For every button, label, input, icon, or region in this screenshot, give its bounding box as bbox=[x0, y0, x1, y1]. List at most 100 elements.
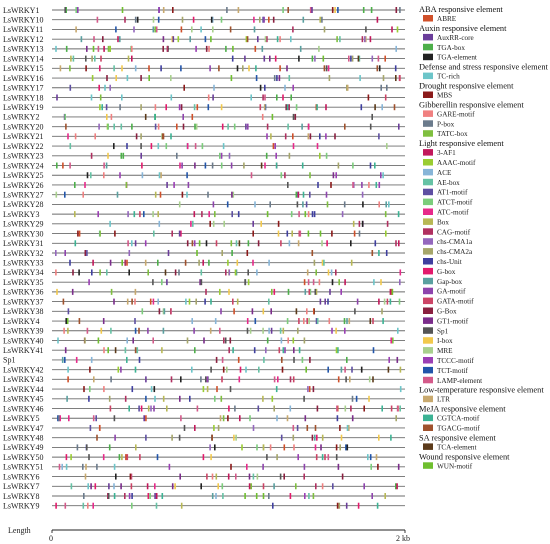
element-marker bbox=[304, 288, 307, 295]
element-marker bbox=[107, 347, 109, 354]
element-marker bbox=[165, 143, 168, 150]
element-marker bbox=[121, 94, 123, 101]
element-marker bbox=[161, 347, 163, 354]
legend-swatch bbox=[423, 267, 433, 275]
element-marker bbox=[382, 75, 385, 82]
element-marker bbox=[153, 230, 155, 237]
legend-category: Defense and stress responsive element bbox=[419, 63, 549, 72]
element-marker bbox=[134, 327, 137, 334]
element-marker bbox=[155, 26, 158, 33]
element-marker bbox=[157, 143, 160, 150]
element-marker bbox=[206, 376, 209, 383]
element-marker bbox=[86, 250, 88, 256]
element-marker bbox=[209, 327, 212, 334]
element-marker bbox=[139, 454, 141, 461]
element-marker bbox=[225, 45, 227, 52]
element-marker bbox=[303, 463, 306, 470]
element-marker bbox=[231, 191, 233, 198]
element-marker bbox=[255, 65, 257, 72]
element-marker bbox=[266, 211, 269, 218]
element-marker bbox=[74, 211, 76, 218]
element-marker bbox=[147, 327, 149, 334]
element-marker bbox=[301, 162, 304, 169]
element-marker bbox=[308, 386, 311, 393]
element-marker bbox=[100, 327, 103, 334]
element-marker bbox=[107, 123, 109, 130]
element-marker bbox=[179, 162, 181, 169]
element-marker bbox=[376, 502, 379, 509]
element-marker bbox=[276, 75, 278, 82]
element-marker bbox=[321, 483, 324, 490]
legend-item-label: G-Box bbox=[437, 308, 457, 316]
element-marker bbox=[176, 123, 178, 130]
element-marker bbox=[117, 36, 119, 43]
element-marker bbox=[345, 376, 347, 383]
element-marker bbox=[301, 123, 303, 130]
element-marker bbox=[247, 123, 249, 130]
element-marker bbox=[206, 386, 209, 393]
element-marker bbox=[249, 415, 251, 422]
element-marker bbox=[239, 415, 241, 422]
legend-swatch bbox=[423, 376, 433, 384]
element-marker bbox=[321, 434, 324, 441]
element-marker bbox=[186, 143, 189, 150]
element-marker bbox=[262, 463, 264, 470]
element-marker bbox=[289, 405, 292, 412]
element-marker bbox=[98, 424, 101, 431]
element-marker bbox=[378, 181, 381, 188]
element-marker bbox=[104, 84, 106, 91]
element-marker bbox=[346, 424, 349, 431]
element-marker bbox=[192, 16, 195, 23]
element-marker bbox=[180, 376, 182, 383]
element-marker bbox=[262, 327, 264, 334]
element-marker bbox=[134, 65, 137, 72]
element-marker bbox=[309, 356, 311, 363]
element-marker bbox=[121, 454, 123, 461]
gene-label: LsWRKY18 bbox=[3, 93, 43, 102]
element-marker bbox=[263, 16, 265, 23]
element-marker bbox=[346, 444, 349, 451]
element-marker bbox=[113, 65, 115, 72]
element-marker bbox=[262, 308, 265, 315]
element-marker bbox=[288, 104, 290, 111]
element-marker bbox=[380, 172, 382, 179]
element-marker bbox=[229, 26, 232, 33]
element-marker bbox=[230, 75, 233, 82]
element-marker bbox=[140, 75, 142, 82]
legend-item-label: LAMP-element bbox=[437, 377, 482, 385]
element-marker bbox=[161, 133, 164, 140]
element-marker bbox=[286, 318, 289, 325]
element-marker bbox=[320, 444, 322, 451]
legend-item-label: ATCT-motif bbox=[437, 199, 473, 207]
element-marker bbox=[298, 55, 300, 62]
element-marker bbox=[378, 434, 380, 441]
element-marker bbox=[134, 16, 137, 23]
element-marker bbox=[106, 113, 108, 120]
element-marker bbox=[172, 7, 174, 13]
element-marker bbox=[378, 133, 380, 140]
element-marker bbox=[231, 250, 233, 256]
element-marker bbox=[325, 133, 327, 140]
element-marker bbox=[261, 113, 264, 120]
element-marker bbox=[374, 240, 377, 247]
element-marker bbox=[303, 279, 306, 286]
element-marker bbox=[88, 454, 90, 461]
element-marker bbox=[82, 502, 85, 509]
element-marker bbox=[155, 493, 158, 499]
element-marker bbox=[250, 483, 252, 490]
element-marker bbox=[350, 55, 352, 62]
element-marker bbox=[390, 405, 393, 412]
legend-category: Wound responsive element bbox=[419, 452, 510, 461]
element-marker bbox=[399, 386, 402, 393]
element-marker bbox=[117, 366, 120, 373]
element-marker bbox=[245, 123, 247, 130]
element-marker bbox=[287, 7, 289, 13]
element-marker bbox=[399, 405, 401, 412]
element-marker bbox=[173, 181, 175, 188]
legend-swatch bbox=[423, 149, 433, 156]
element-marker bbox=[386, 220, 389, 227]
element-marker bbox=[245, 366, 247, 373]
element-marker bbox=[318, 279, 321, 286]
element-marker bbox=[225, 269, 227, 276]
element-marker bbox=[369, 454, 372, 461]
